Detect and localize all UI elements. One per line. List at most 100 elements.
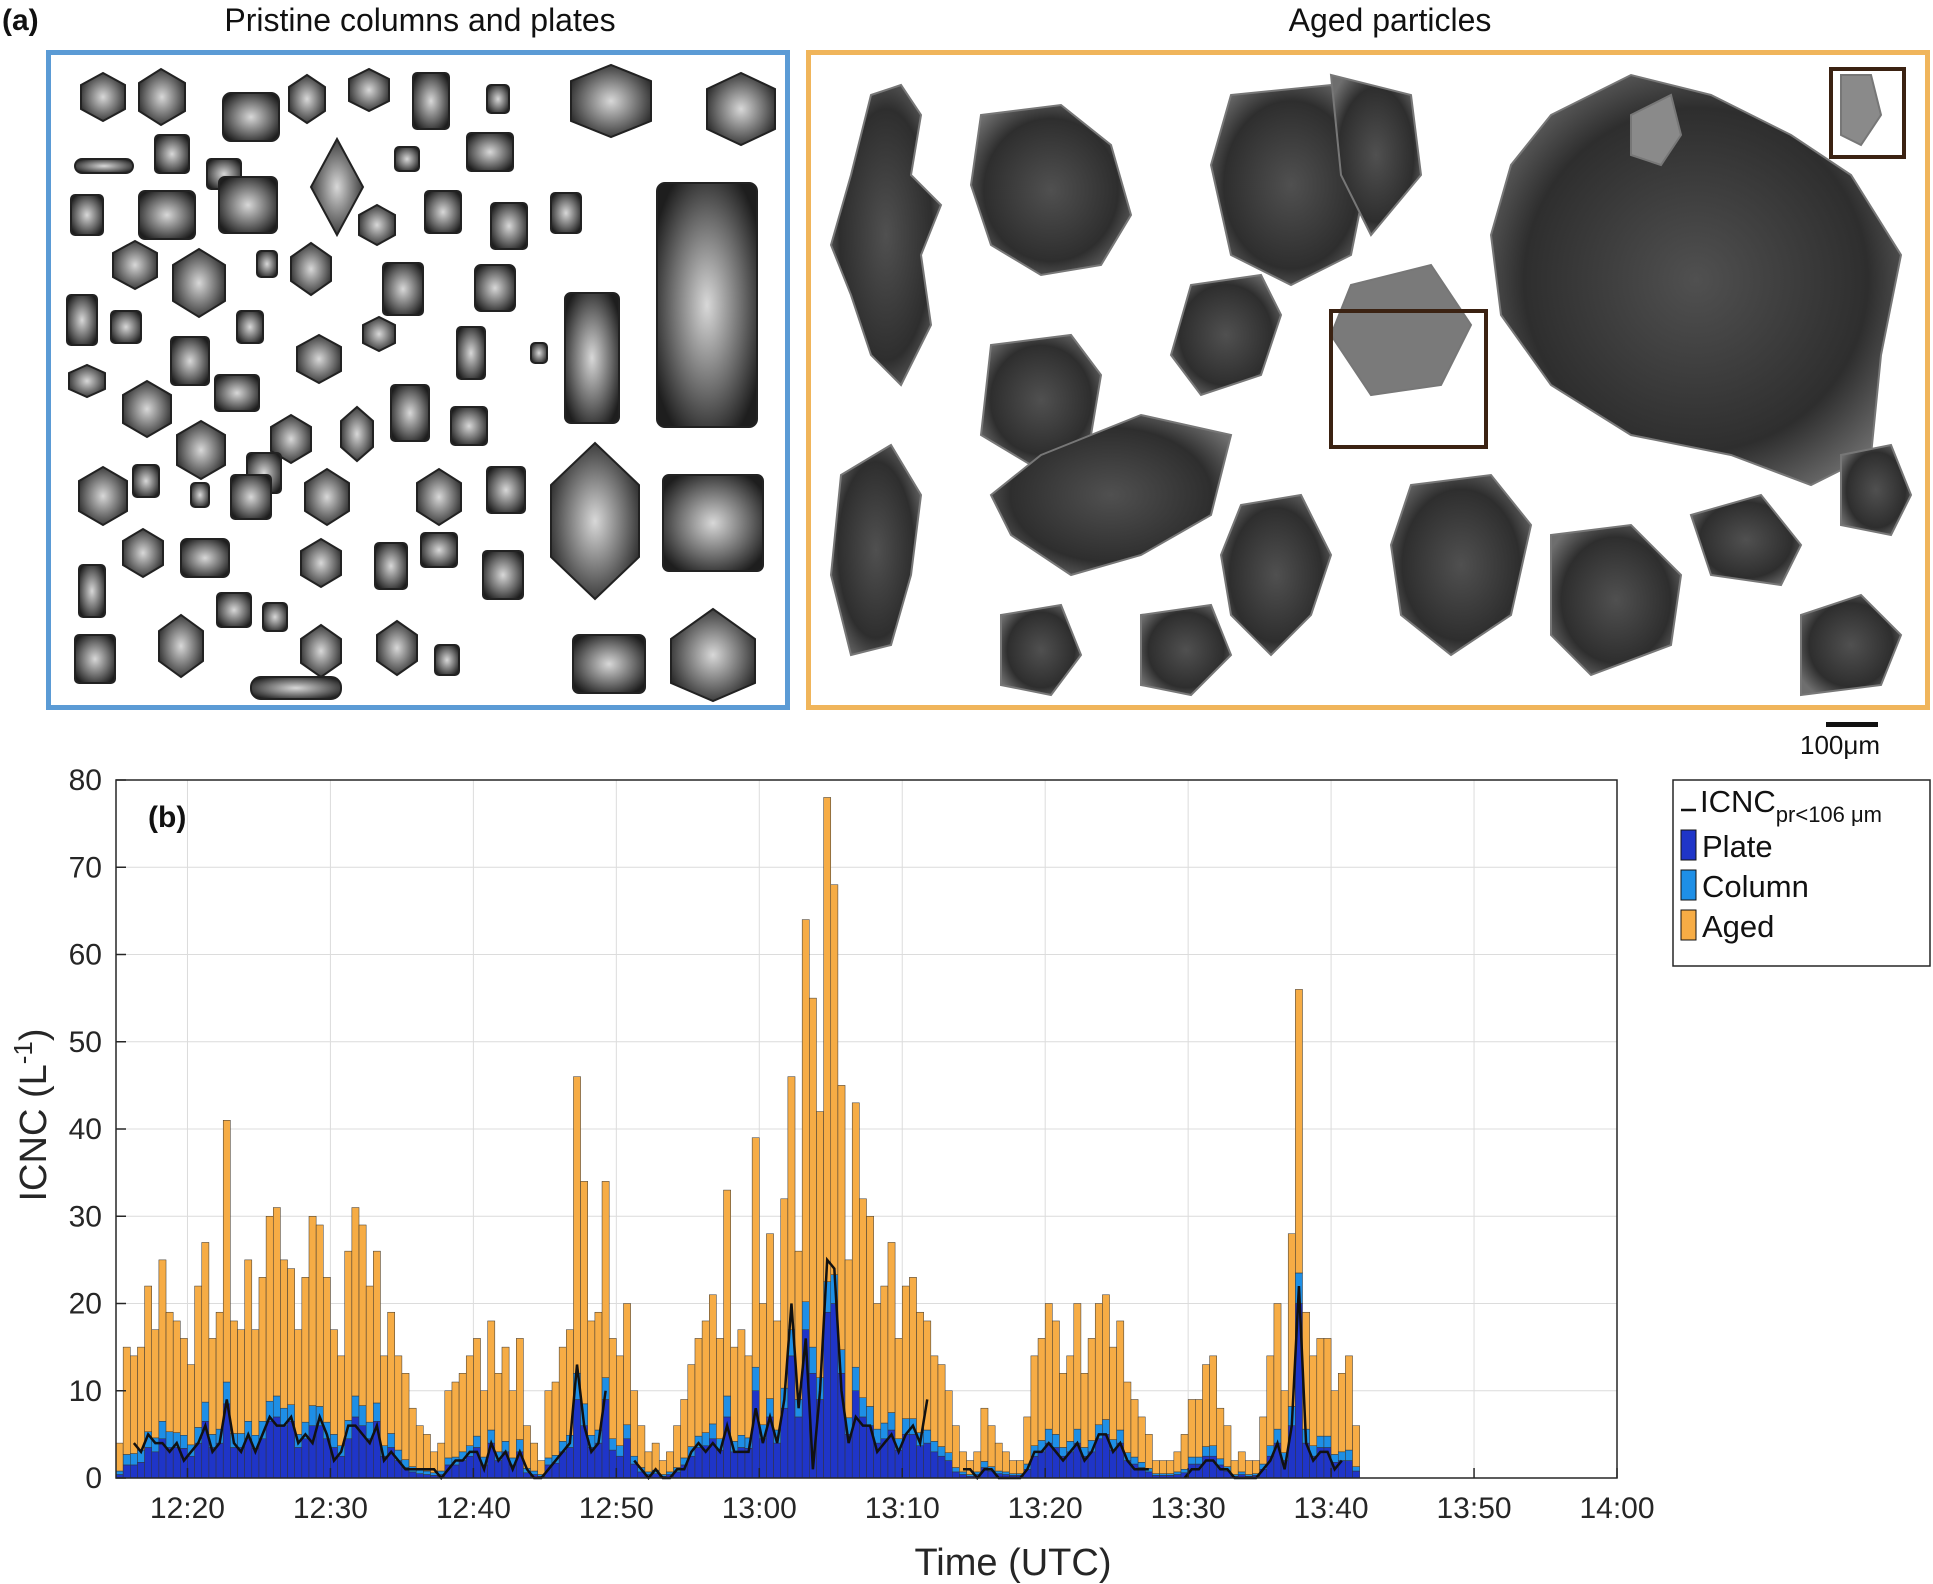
bar-column [1209, 1445, 1217, 1457]
bar-aged [530, 1442, 538, 1472]
bar-aged [358, 1224, 367, 1406]
bar-aged [272, 1207, 281, 1397]
bar-aged [1080, 1373, 1089, 1448]
bar-aged [387, 1311, 396, 1434]
icnc-line-segment [633, 1256, 929, 1480]
y-tick-label: 10 [69, 1375, 102, 1408]
bar-aged [623, 1303, 631, 1426]
bar-plate [301, 1438, 310, 1479]
bar-aged [952, 1425, 960, 1468]
bar-plate [944, 1460, 953, 1479]
bar-aged [187, 1364, 195, 1446]
bar-aged [494, 1373, 503, 1453]
bar-aged [759, 1303, 767, 1426]
bar-aged [680, 1399, 689, 1459]
bar-plate [494, 1460, 503, 1479]
bar-plate [458, 1460, 467, 1479]
scale-bar-label: 100μm [1800, 730, 1881, 760]
bar-aged [458, 1373, 467, 1453]
bar-column [1352, 1466, 1360, 1472]
bar-aged [373, 1250, 381, 1404]
bar-plate [344, 1438, 353, 1479]
icnc-line-segment [132, 1364, 607, 1480]
bar-aged [787, 1076, 796, 1330]
bar-aged [1216, 1407, 1225, 1460]
bar-column [387, 1433, 396, 1448]
bar-plate [630, 1463, 639, 1479]
bar-series [115, 797, 1360, 1479]
icnc-line-segment [1183, 1285, 1343, 1480]
bar-aged [616, 1355, 624, 1446]
bar-aged [1030, 1355, 1039, 1446]
bar-plate [1044, 1442, 1053, 1479]
bar-aged [480, 1390, 488, 1458]
bar-aged [1037, 1338, 1046, 1441]
bar-aged [744, 1355, 753, 1439]
x-tick-label: 14:00 [1579, 1492, 1654, 1525]
bar-column [859, 1397, 867, 1418]
y-axis-title-superscript: -1 [8, 1041, 38, 1064]
bar-aged [694, 1338, 703, 1437]
bar-aged [1295, 989, 1303, 1274]
bar-column [801, 1301, 810, 1330]
bar-aged [658, 1460, 667, 1475]
bar-aged [1352, 1425, 1360, 1467]
bar-aged [701, 1320, 710, 1433]
bar-aged [1337, 1373, 1346, 1453]
legend-swatch-column [1680, 869, 1697, 901]
bar-plate [608, 1449, 617, 1479]
bar-aged [251, 1329, 260, 1436]
bar-aged [901, 1285, 910, 1419]
bar-column [930, 1441, 939, 1453]
bar-aged [237, 1329, 245, 1434]
bar-plate [408, 1471, 417, 1479]
legend: ICNCpr<106 μm Plate Column Aged [1672, 779, 1931, 967]
bar-aged [408, 1407, 417, 1467]
bar-plate [137, 1462, 145, 1479]
bar-column [1002, 1471, 1010, 1475]
y-axis-title: ICNC (L-1) [8, 1028, 55, 1201]
bar-column [809, 1346, 817, 1374]
bar-column [1202, 1446, 1210, 1457]
scale-bar [1826, 722, 1878, 727]
bar-column [444, 1457, 453, 1466]
bar-aged [873, 1303, 882, 1430]
bar-aged [473, 1338, 481, 1437]
bar-plate [244, 1438, 253, 1479]
bar-column [1159, 1473, 1167, 1476]
bar-column [423, 1470, 431, 1475]
bar-aged [1116, 1320, 1125, 1431]
bar-column [1044, 1428, 1053, 1444]
bar-aged [580, 1181, 588, 1405]
bar-column [330, 1434, 338, 1448]
legend-box [1672, 779, 1931, 967]
bar-aged [823, 797, 832, 1282]
bar-column [937, 1446, 946, 1457]
bar-plate [930, 1451, 939, 1479]
legend-label-plate: Plate [1702, 829, 1773, 864]
bar-column [980, 1461, 989, 1468]
bar-column [1052, 1434, 1060, 1448]
bar-aged [730, 1346, 739, 1442]
bar-plate [230, 1447, 238, 1479]
bar-aged [1237, 1451, 1246, 1473]
y-tick-label: 20 [69, 1288, 102, 1321]
bar-column [351, 1395, 360, 1418]
bar-column [616, 1445, 624, 1457]
bar-aged [1145, 1434, 1153, 1469]
y-tick-label: 70 [69, 851, 102, 884]
bar-plate [823, 1311, 832, 1479]
bar-aged [709, 1294, 717, 1425]
x-axis-ticks: 12:20 12:30 12:40 12:50 13:00 13:10 13:20 13:30… [150, 1468, 1655, 1525]
legend-label-icnc: ICNCpr<106 μm [1700, 784, 1882, 827]
bar-aged [401, 1373, 410, 1460]
bar-aged [230, 1320, 238, 1434]
bar-plate [1109, 1449, 1117, 1479]
bar-aged [1152, 1460, 1160, 1474]
bar-plate [122, 1464, 131, 1479]
bar-column [709, 1423, 717, 1439]
bar-aged [1044, 1303, 1053, 1430]
bar-aged [1109, 1346, 1117, 1440]
bar-plate [759, 1438, 767, 1479]
bar-aged [158, 1259, 167, 1422]
